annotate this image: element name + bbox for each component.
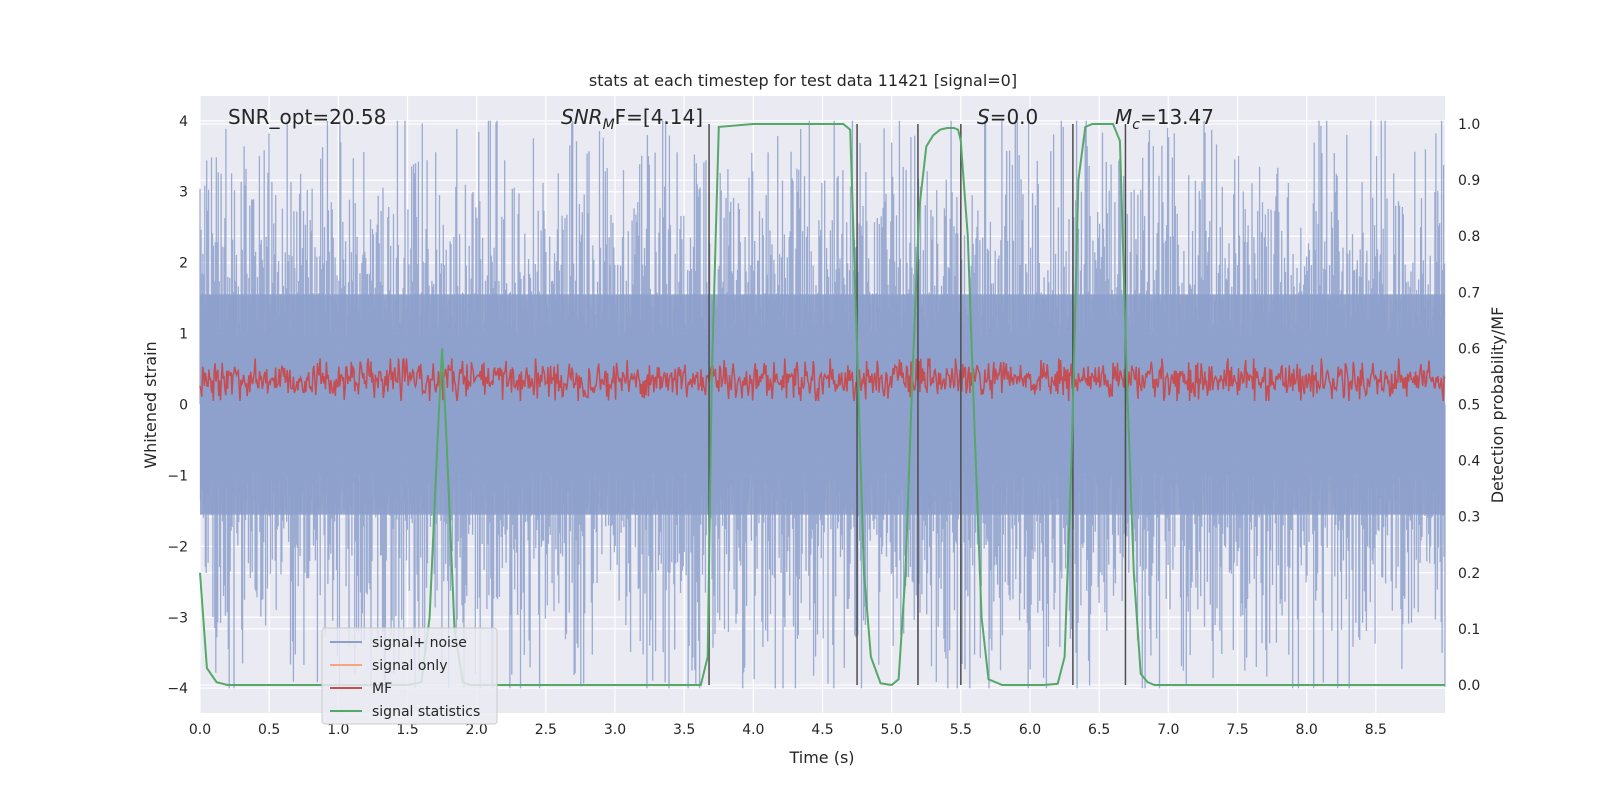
mc-sub: c [1132, 117, 1140, 133]
x-tick-label: 4.0 [742, 722, 764, 738]
noise-series [199, 120, 1446, 689]
snr-mf-rest: F=[4.14] [615, 105, 703, 129]
legend: signal+ noise signal only MF signal statist… [321, 627, 498, 725]
x-tick-label: 1.5 [396, 722, 418, 738]
x-tick-label: 3.5 [673, 722, 695, 738]
y-tick-label-right: 1.0 [1458, 117, 1480, 133]
mf-series [199, 358, 1446, 402]
annotation-mc: Mc=13.47 [1115, 105, 1214, 133]
y-tick-label-right: 0.9 [1458, 173, 1480, 189]
x-tick-label: 5.0 [881, 722, 903, 738]
x-tick-label: 4.5 [811, 722, 833, 738]
snr-mf-base: SNR [561, 105, 603, 129]
chart-title: stats at each timestep for test data 114… [589, 71, 1017, 90]
x-tick-label: 0.5 [258, 722, 280, 738]
x-tick-label: 6.0 [1019, 722, 1041, 738]
annotation-snr-opt: SNR_opt=20.58 [228, 105, 386, 129]
mc-rest: =13.47 [1140, 105, 1214, 129]
noise-core-band [200, 294, 1445, 515]
legend-label: MF [372, 681, 392, 697]
y-tick-label-right: 0.0 [1458, 678, 1480, 694]
legend-box [321, 627, 498, 725]
signal-statistics-line [199, 123, 1445, 687]
snr-mf-sub: M [603, 117, 615, 133]
legend-entries: signal+ noise signal only MF signal statist… [330, 635, 480, 720]
y-tick-label-left: −1 [167, 468, 188, 484]
x-tick-label: 2.0 [466, 722, 488, 738]
y-tick-label-right: 0.3 [1458, 510, 1480, 526]
annotation-s: S=0.0 [977, 105, 1038, 129]
y-tick-labels-left: 4 3 2 1 0 −1 −2 −3 −4 [167, 114, 188, 697]
legend-label: signal statistics [372, 704, 480, 720]
y-tick-label-left: 3 [179, 185, 188, 201]
legend-label: signal only [372, 658, 447, 674]
x-tick-label: 7.0 [1157, 722, 1179, 738]
y-axis-label-right: Detection probability/MF [1488, 307, 1507, 504]
legend-label: signal+ noise [372, 635, 467, 651]
y-tick-labels-right: 1.0 0.9 0.8 0.7 0.6 0.5 0.4 0.3 0.2 0.1 0.0 [1458, 117, 1480, 694]
x-tick-label: 8.5 [1365, 722, 1387, 738]
x-tick-label: 5.5 [950, 722, 972, 738]
y-tick-label-right: 0.4 [1458, 454, 1480, 470]
y-tick-label-left: 0 [179, 398, 188, 414]
mc-var: M [1115, 105, 1132, 129]
x-axis-label: Time (s) [788, 748, 854, 767]
x-tick-label: 0.0 [189, 722, 211, 738]
s-rest: =0.0 [990, 105, 1039, 129]
signal-statistics-series [199, 123, 1445, 687]
y-tick-label-left: −2 [167, 539, 188, 555]
y-axis-label-left: Whitened strain [141, 341, 160, 468]
annotation-snr-mf: SNRMF=[4.14] [561, 105, 703, 133]
y-tick-label-left: 2 [179, 256, 188, 272]
y-tick-label-left: 4 [179, 114, 188, 130]
y-tick-label-right: 0.8 [1458, 229, 1480, 245]
y-tick-label-right: 0.2 [1458, 566, 1480, 582]
y-tick-label-left: −4 [167, 681, 188, 697]
y-tick-label-left: −3 [167, 610, 188, 626]
x-tick-label: 7.5 [1226, 722, 1248, 738]
y-tick-label-right: 0.6 [1458, 341, 1480, 357]
mf-trace [199, 358, 1446, 402]
y-tick-label-right: 0.1 [1458, 622, 1480, 638]
x-tick-label: 2.5 [535, 722, 557, 738]
s-var: S [977, 105, 990, 129]
x-tick-labels: 0.0 0.5 1.0 1.5 2.0 2.5 3.0 3.5 4.0 4.5 5.0 5.5 6.0 6… [189, 722, 1387, 738]
x-tick-label: 1.0 [327, 722, 349, 738]
x-tick-label: 6.5 [1088, 722, 1110, 738]
x-tick-label: 8.0 [1296, 722, 1318, 738]
y-tick-label-left: 1 [179, 327, 188, 343]
y-tick-label-right: 0.7 [1458, 285, 1480, 301]
x-tick-label: 3.0 [604, 722, 626, 738]
y-tick-label-right: 0.5 [1458, 398, 1480, 414]
